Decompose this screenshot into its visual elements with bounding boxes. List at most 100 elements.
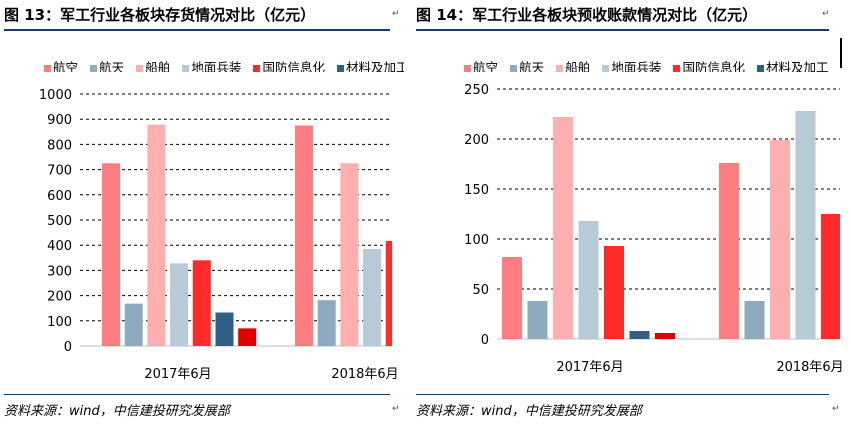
bar-chart-advance-receipts: 0 50 100 150 200 250 2017年6月 2018年6月 [464,83,844,375]
bar-航天 [124,303,143,346]
legend-label: 航天 [99,60,125,72]
bar-地面兵装 [170,263,189,346]
legend-item: 材料及加工 [337,57,404,72]
y-tick-label: 100 [464,233,489,248]
legend-item: 船舶 [136,57,170,72]
chart-panel-advance-receipts: 图 14：军工行业各板块预收账款情况对比（亿元） ↵ 航空 航天 船舶 地面兵装… [412,0,851,429]
text-cursor [840,38,842,68]
bar-地面兵装 [363,248,382,346]
x-tick-label: 2018年6月 [331,367,398,382]
bar-国防信息化 [192,260,211,346]
bar-国防信息化 [821,214,840,339]
legend-swatch [136,65,144,72]
chart-title: 图 14：军工行业各板块预收账款情况对比（亿元） [416,6,758,24]
bar-国防信息化 [385,240,392,346]
legend-label: 材料及加工 [766,60,829,72]
bar-船舶 [770,140,790,339]
y-tick-label: 250 [464,83,489,98]
y-tick-label: 700 [47,164,72,179]
y-tick-label: 200 [47,290,72,305]
legend-item: 国防信息化 [253,57,325,72]
legend-item: 国防信息化 [673,57,745,72]
legend: 航空 航天 船舶 地面兵装 国防信息化 材料及加工 [44,56,404,72]
legend-swatch [602,65,610,72]
y-tick-label: 600 [47,189,72,204]
legend-swatch [337,65,345,72]
bar-chart-inventory: 0 100 200 300 400 500 600 700 800 900 1000 2017年6月 2… [39,88,399,382]
legend-item: 地面兵装 [602,57,661,72]
bar-航天 [744,301,765,339]
x-tick-label: 2018年6月 [776,360,843,375]
title-divider [416,29,829,31]
legend-label: 航空 [473,60,499,72]
legend-swatch [253,65,261,72]
y-tick-label: 400 [47,239,72,254]
legend-item: 船舶 [556,57,590,72]
bar-航天 [527,301,548,339]
bar-航空 [502,257,522,339]
y-tick-label: 150 [464,183,489,198]
paragraph-mark: ↵ [832,404,840,414]
legend-swatch [757,65,765,72]
x-tick-label: 2017年6月 [144,367,211,382]
legend-swatch [90,65,98,72]
bar-船舶 [340,163,359,346]
legend-swatch [182,65,190,72]
legend-label: 航天 [519,60,545,72]
legend-label: 地面兵装 [611,60,662,72]
legend-label: 航空 [53,60,79,72]
legend: 航空 航天 船舶 地面兵装 国防信息化 材料及加工 [464,56,839,72]
legend-label: 材料及加工 [346,60,404,72]
source-note: 资料来源：wind，中信建投研究发展部 [416,404,642,419]
legend-item: 地面兵装 [182,57,241,72]
legend-item: 航天 [510,57,544,72]
bar-国防信息化 [604,246,624,339]
y-tick-label: 200 [464,133,489,148]
bar-其他 [655,333,675,339]
footer-divider [4,394,390,395]
source-note: 资料来源：wind，中信建投研究发展部 [4,404,230,419]
paragraph-mark: ↵ [392,9,400,19]
y-tick-label: 800 [47,138,72,153]
legend-item: 航空 [464,57,498,72]
legend-label: 国防信息化 [262,60,325,72]
legend-swatch [556,65,564,72]
legend-item: 材料及加工 [757,57,829,72]
bar-船舶 [147,124,166,346]
legend-swatch [510,65,518,72]
y-tick-label: 0 [64,340,72,355]
footer-divider [416,394,829,395]
bar-航天 [317,300,336,346]
bar-其他 [238,328,257,346]
bar-船舶 [553,117,573,339]
y-tick-label: 50 [472,283,489,298]
bar-材料及加工 [629,331,650,339]
title-divider [4,29,390,31]
legend-label: 地面兵装 [191,60,242,72]
legend-swatch [673,65,681,72]
chart-panel-inventory: 图 13：军工行业各板块存货情况对比（亿元） ↵ 航空 航天 船舶 地面兵装 国… [0,0,412,429]
legend-swatch [464,65,471,72]
bar-航空 [102,163,120,346]
bar-材料及加工 [215,312,234,346]
y-tick-label: 0 [481,333,489,348]
bar-地面兵装 [795,111,816,339]
legend-swatch [44,65,51,72]
legend-item: 航空 [44,57,78,72]
legend-label: 国防信息化 [682,60,745,72]
legend-item: 航天 [90,57,124,72]
chart-title: 图 13：军工行业各板块存货情况对比（亿元） [4,6,316,24]
y-tick-label: 100 [47,315,72,330]
y-tick-label: 300 [47,264,72,279]
y-tick-label: 500 [47,214,72,229]
x-tick-label: 2017年6月 [556,360,623,375]
bar-航空 [719,163,739,339]
y-tick-label: 900 [47,113,72,128]
paragraph-mark: ↵ [392,404,400,414]
legend-label: 船舶 [145,60,171,72]
legend-label: 船舶 [565,60,591,72]
bar-航空 [295,125,313,346]
y-tick-label: 1000 [39,88,72,103]
paragraph-mark: ↵ [822,9,830,19]
bar-地面兵装 [578,221,599,339]
